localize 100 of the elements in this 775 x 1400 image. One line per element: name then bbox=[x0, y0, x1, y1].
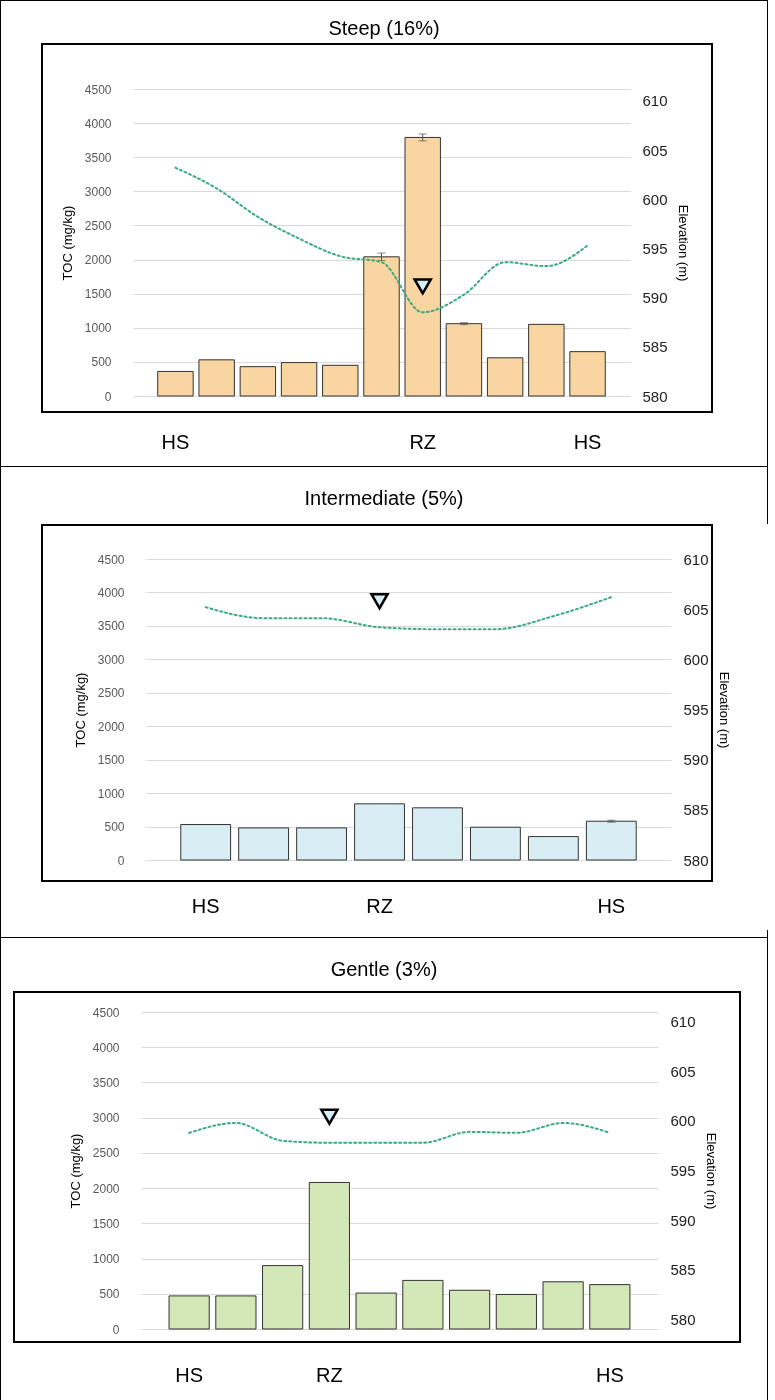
y2-tick-label: 590 bbox=[642, 289, 668, 307]
y2-tick-label: 595 bbox=[683, 701, 709, 718]
y2-tick-label: 580 bbox=[670, 1310, 696, 1328]
y2-tick-label: 610 bbox=[642, 92, 668, 110]
bar bbox=[412, 807, 463, 861]
bar bbox=[355, 1292, 397, 1330]
y2-tick-label: 580 bbox=[683, 851, 709, 869]
y-tick-label: 2000 bbox=[97, 719, 125, 734]
y2-axis-title: Elevation (m) bbox=[716, 671, 732, 749]
y-tick-label: 2000 bbox=[84, 253, 112, 268]
x-tick-label: HS bbox=[175, 1363, 204, 1386]
y2-axis-title: Elevation (m) bbox=[703, 1132, 719, 1210]
y-tick-label: 3000 bbox=[97, 652, 125, 667]
bar bbox=[168, 1295, 210, 1330]
bar bbox=[470, 826, 521, 861]
bar bbox=[239, 366, 277, 397]
y2-tick-label: 600 bbox=[642, 190, 668, 208]
y-tick-label: 3000 bbox=[84, 184, 112, 199]
y-tick-label: 1000 bbox=[84, 321, 112, 336]
x-tick-label: HS bbox=[573, 430, 602, 453]
y2-tick-label: 610 bbox=[683, 550, 709, 568]
bar bbox=[404, 136, 441, 397]
y-tick-label: 3500 bbox=[92, 1075, 120, 1090]
bar bbox=[296, 827, 347, 861]
bar bbox=[528, 323, 565, 397]
y-tick-label: 3000 bbox=[92, 1111, 120, 1126]
chart-title: Gentle (3%) bbox=[329, 958, 439, 981]
line-series bbox=[188, 1121, 611, 1144]
y-axis-title: TOC (mg/kg) bbox=[72, 672, 88, 748]
y-tick-label: 2500 bbox=[97, 686, 125, 701]
bar bbox=[215, 1295, 257, 1330]
y2-tick-label: 585 bbox=[683, 801, 709, 819]
bar bbox=[354, 803, 405, 861]
x-tick-label: HS bbox=[191, 894, 220, 917]
y-tick-label: 1500 bbox=[92, 1216, 120, 1231]
bar bbox=[495, 1293, 537, 1330]
x-tick-label: RZ bbox=[409, 430, 437, 453]
y-tick-label: 0 bbox=[112, 1322, 120, 1337]
y-tick-label: 2500 bbox=[84, 218, 112, 233]
y-tick-label: 0 bbox=[117, 853, 125, 868]
bar bbox=[308, 1181, 350, 1330]
y-tick-label: 1000 bbox=[97, 786, 125, 801]
chart-title: Steep (16%) bbox=[327, 17, 441, 40]
bar bbox=[363, 256, 400, 397]
y-tick-label: 4500 bbox=[84, 82, 112, 97]
bar bbox=[280, 362, 318, 397]
bar bbox=[585, 820, 637, 861]
y2-tick-label: 595 bbox=[642, 239, 668, 257]
x-tick-label: HS bbox=[597, 894, 626, 917]
bar bbox=[238, 827, 290, 861]
bar bbox=[322, 364, 359, 397]
y-tick-label: 4000 bbox=[97, 585, 125, 600]
x-tick-label: RZ bbox=[316, 1363, 343, 1386]
y-tick-label: 1000 bbox=[92, 1252, 120, 1267]
bar bbox=[262, 1265, 304, 1330]
chart-title: Intermediate (5%) bbox=[303, 487, 465, 510]
line-series bbox=[204, 596, 613, 631]
x-tick-label: HS bbox=[595, 1363, 624, 1386]
y2-tick-label: 590 bbox=[670, 1211, 696, 1229]
bar bbox=[486, 357, 524, 397]
y-tick-label: 4500 bbox=[92, 1005, 120, 1020]
y2-tick-label: 605 bbox=[642, 141, 668, 159]
y2-tick-label: 585 bbox=[642, 338, 668, 356]
y-tick-label: 1500 bbox=[97, 753, 125, 768]
bar bbox=[449, 1289, 491, 1330]
y2-tick-label: 590 bbox=[683, 751, 709, 769]
y2-tick-label: 585 bbox=[670, 1261, 696, 1279]
bar bbox=[527, 836, 579, 861]
y-tick-label: 0 bbox=[104, 389, 112, 404]
y-tick-label: 500 bbox=[104, 820, 125, 835]
y2-tick-label: 600 bbox=[683, 650, 709, 668]
y-tick-label: 500 bbox=[99, 1287, 120, 1302]
y-tick-label: 4500 bbox=[97, 552, 125, 567]
y2-tick-label: 600 bbox=[670, 1112, 696, 1130]
bar bbox=[180, 824, 232, 861]
y2-tick-label: 580 bbox=[642, 387, 668, 405]
y2-tick-label: 605 bbox=[683, 600, 709, 618]
y2-tick-label: 605 bbox=[670, 1062, 696, 1080]
bar bbox=[402, 1279, 444, 1330]
y-axis-title: TOC (mg/kg) bbox=[59, 205, 75, 281]
y-tick-label: 2500 bbox=[92, 1146, 120, 1161]
y-tick-label: 3500 bbox=[97, 619, 125, 634]
y-tick-label: 4000 bbox=[92, 1040, 120, 1055]
y-axis-title: TOC (mg/kg) bbox=[67, 1133, 83, 1209]
bar bbox=[445, 323, 483, 397]
y-tick-label: 500 bbox=[91, 355, 112, 370]
y-tick-label: 4000 bbox=[84, 116, 112, 131]
y2-tick-label: 595 bbox=[670, 1162, 696, 1179]
x-tick-label: RZ bbox=[366, 894, 393, 917]
bar bbox=[542, 1281, 584, 1330]
bar bbox=[198, 359, 235, 397]
bar bbox=[569, 351, 606, 397]
bar bbox=[589, 1284, 631, 1330]
bar bbox=[157, 370, 194, 397]
y-tick-label: 2000 bbox=[92, 1181, 120, 1196]
line-series bbox=[174, 166, 589, 314]
y-tick-label: 3500 bbox=[84, 150, 112, 165]
x-tick-label: HS bbox=[161, 430, 190, 453]
y2-tick-label: 610 bbox=[670, 1013, 696, 1031]
y-tick-label: 1500 bbox=[84, 287, 112, 302]
